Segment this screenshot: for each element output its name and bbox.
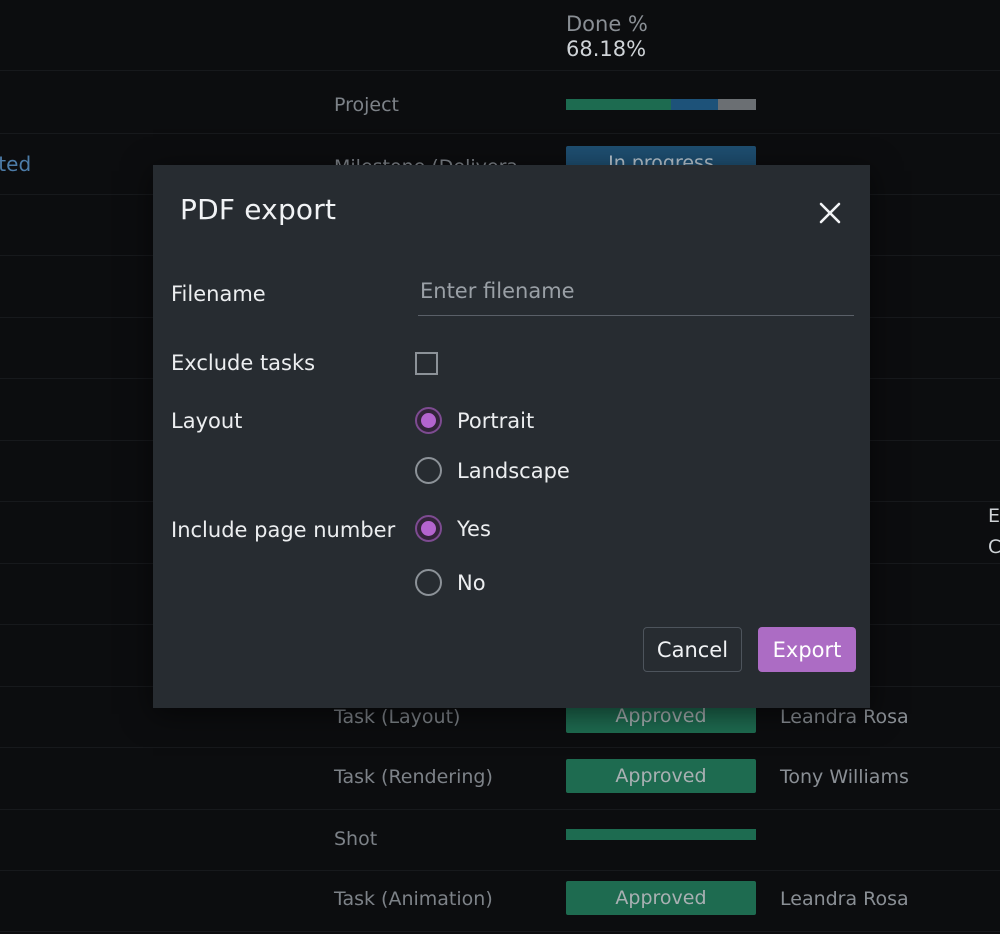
clipped-label-left: eted xyxy=(0,152,32,176)
row-separator xyxy=(0,133,1000,134)
table-row-type: Task (Layout) xyxy=(334,706,461,728)
table-row-type: Task (Animation) xyxy=(334,888,493,910)
layout-option-landscape[interactable]: Landscape xyxy=(415,457,570,484)
progress-segment-remaining xyxy=(718,99,756,110)
column-header-done-percent: Done % xyxy=(566,12,648,36)
row-separator xyxy=(0,747,1000,748)
progress-bar xyxy=(566,829,756,840)
table-row-assignee: Tony Williams xyxy=(780,766,909,788)
row-separator xyxy=(0,70,1000,71)
radio-icon-selected xyxy=(415,407,442,434)
include-page-number-label: Include page number xyxy=(171,518,396,542)
status-badge[interactable]: Approved xyxy=(566,881,756,915)
radio-icon-unselected xyxy=(415,457,442,484)
row-separator xyxy=(0,931,1000,932)
progress-segment-in-progress xyxy=(670,99,718,110)
dialog-title: PDF export xyxy=(180,193,337,226)
page-number-option-no[interactable]: No xyxy=(415,569,486,596)
radio-icon-unselected xyxy=(415,569,442,596)
exclude-tasks-checkbox[interactable] xyxy=(415,352,438,375)
done-percent-value: 68.18% xyxy=(566,37,647,61)
clipped-label-right: E xyxy=(988,505,1000,527)
radio-icon-selected xyxy=(415,515,442,542)
row-separator xyxy=(0,809,1000,810)
layout-option-landscape-label: Landscape xyxy=(457,458,570,483)
table-row-type: Shot xyxy=(334,828,378,850)
layout-option-portrait-label: Portrait xyxy=(457,408,535,433)
export-button[interactable]: Export xyxy=(758,627,856,672)
page-number-option-no-label: No xyxy=(457,570,486,595)
layout-option-portrait[interactable]: Portrait xyxy=(415,407,534,434)
row-separator xyxy=(0,870,1000,871)
table-row-assignee: Leandra Rosa xyxy=(780,888,909,910)
table-row-type: Task (Rendering) xyxy=(334,766,493,788)
page-number-option-yes-label: Yes xyxy=(457,516,491,541)
layout-label: Layout xyxy=(171,409,243,433)
clipped-label-right: C xyxy=(988,536,1000,558)
status-badge[interactable]: Approved xyxy=(566,759,756,793)
progress-bar xyxy=(566,99,756,110)
filename-input[interactable] xyxy=(418,275,854,316)
pdf-export-dialog: PDF export Filename Exclude tasks Layout… xyxy=(153,165,870,708)
cancel-button[interactable]: Cancel xyxy=(643,627,742,672)
filename-label: Filename xyxy=(171,282,266,306)
table-row-assignee: Leandra Rosa xyxy=(780,706,909,728)
close-icon[interactable] xyxy=(812,195,848,231)
exclude-tasks-label: Exclude tasks xyxy=(171,351,316,375)
progress-segment-done xyxy=(566,99,671,110)
filename-field xyxy=(418,275,854,316)
table-row-type: Project xyxy=(334,94,400,116)
page-number-option-yes[interactable]: Yes xyxy=(415,515,491,542)
